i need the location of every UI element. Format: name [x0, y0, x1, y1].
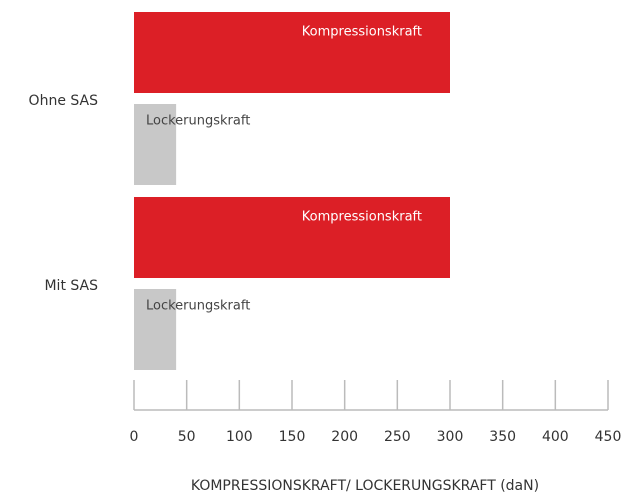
x-tick-label: 0: [130, 429, 139, 445]
x-tick-label: 200: [331, 429, 358, 445]
x-tick-label: 100: [226, 429, 253, 445]
bar-label: Lockerungskraft: [146, 114, 250, 129]
x-tick-label: 250: [384, 429, 411, 445]
y-tick-label: Mit SAS: [44, 278, 98, 294]
bar: [134, 104, 177, 185]
x-tick-label: 400: [542, 429, 569, 445]
x-tick-label: 350: [489, 429, 516, 445]
bar-label: Lockerungskraft: [146, 299, 250, 314]
x-tick-label: 150: [279, 429, 306, 445]
x-tick-label: 300: [437, 429, 464, 445]
bar: [134, 197, 450, 278]
x-axis-label: KOMPRESSIONSKRAFT/ LOCKERUNGSKRAFT (daN): [191, 478, 539, 494]
bar-label: Kompressionskraft: [302, 25, 422, 40]
bar: [134, 289, 177, 370]
x-tick-label: 450: [595, 429, 622, 445]
bar-label: Kompressionskraft: [302, 210, 422, 225]
y-tick-label: Ohne SAS: [29, 93, 99, 109]
x-tick-label: 50: [178, 429, 196, 445]
bar: [134, 12, 450, 93]
